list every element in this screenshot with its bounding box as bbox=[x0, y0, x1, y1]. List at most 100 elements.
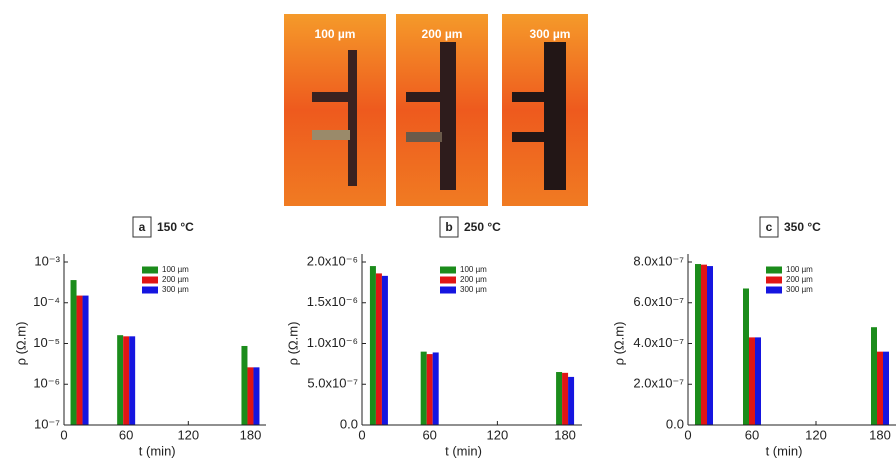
bar bbox=[433, 352, 439, 425]
legend-swatch bbox=[440, 277, 456, 284]
bar bbox=[382, 276, 388, 425]
bar bbox=[117, 335, 123, 425]
bar bbox=[701, 265, 707, 425]
legend-label: 300 µm bbox=[460, 285, 487, 294]
x-tick-label: 0 bbox=[358, 427, 365, 442]
legend-swatch bbox=[766, 287, 782, 294]
photo-label: 200 µm bbox=[422, 27, 463, 41]
bar bbox=[421, 352, 427, 425]
bar bbox=[253, 367, 259, 425]
legend-swatch bbox=[440, 287, 456, 294]
photo-panel: 100 µm 200 µm 300 µm bbox=[284, 14, 588, 206]
bar bbox=[556, 372, 562, 425]
photo bbox=[284, 14, 386, 206]
chart: a 150 °C 10⁻⁷ 10⁻⁶ 10⁻⁵ 10⁻⁴ 10⁻³ 0 60 120 180 100 … bbox=[13, 217, 266, 458]
x-tick-label: 180 bbox=[240, 427, 262, 442]
bar bbox=[568, 377, 574, 425]
bar bbox=[71, 280, 77, 425]
x-tick-label: 180 bbox=[869, 427, 891, 442]
x-tick-label: 0 bbox=[684, 427, 691, 442]
chart: c 350 °C 0.0 2.0x10⁻⁷ 4.0x10⁻⁷ 6.0x10⁻⁷ 8.0x10… bbox=[611, 217, 896, 458]
sample-trace bbox=[406, 132, 442, 142]
panel-label: c bbox=[766, 220, 773, 234]
bar bbox=[877, 352, 883, 425]
sample-trace bbox=[406, 92, 442, 102]
sample-trace bbox=[512, 92, 546, 102]
sample-trace bbox=[544, 42, 566, 190]
y-tick-label: 2.0x10⁻⁶ bbox=[307, 253, 358, 268]
bar bbox=[562, 373, 568, 425]
y-tick-label: 10⁻³ bbox=[34, 253, 60, 268]
x-tick-label: 60 bbox=[745, 427, 759, 442]
panel-label: a bbox=[139, 220, 146, 234]
bar bbox=[77, 296, 83, 425]
bar bbox=[707, 266, 713, 425]
y-tick-label: 1.5x10⁻⁶ bbox=[307, 294, 358, 309]
legend-swatch bbox=[142, 277, 158, 284]
y-tick-label: 1.0x10⁻⁶ bbox=[307, 335, 358, 350]
x-tick-label: 120 bbox=[805, 427, 827, 442]
figure: 100 µm 200 µm 300 µm a 150 °C 10⁻⁷ 10⁻⁶ 10⁻⁵… bbox=[0, 0, 896, 464]
bar bbox=[749, 337, 755, 425]
legend-swatch bbox=[142, 287, 158, 294]
y-tick-label: 8.0x10⁻⁷ bbox=[633, 253, 684, 268]
bar bbox=[743, 288, 749, 425]
panel-label: b bbox=[445, 220, 452, 234]
bar bbox=[123, 336, 129, 425]
panel-title: 250 °C bbox=[464, 220, 501, 234]
bar bbox=[83, 296, 89, 425]
legend-label: 100 µm bbox=[460, 265, 487, 274]
panel-title: 350 °C bbox=[784, 220, 821, 234]
sample-trace bbox=[312, 130, 350, 140]
legend-swatch bbox=[766, 277, 782, 284]
legend-label: 300 µm bbox=[786, 285, 813, 294]
y-tick-label: 6.0x10⁻⁷ bbox=[633, 294, 684, 309]
photo-label: 100 µm bbox=[315, 27, 356, 41]
x-tick-label: 60 bbox=[119, 427, 133, 442]
sample-trace bbox=[312, 92, 350, 102]
panel-title: 150 °C bbox=[157, 220, 194, 234]
legend-label: 200 µm bbox=[460, 275, 487, 284]
y-axis-label: ρ (Ω.m) bbox=[611, 322, 626, 366]
bar bbox=[129, 336, 135, 425]
x-tick-label: 60 bbox=[422, 427, 436, 442]
bar bbox=[241, 346, 247, 425]
legend-swatch bbox=[142, 267, 158, 274]
legend-label: 100 µm bbox=[786, 265, 813, 274]
bar bbox=[871, 327, 877, 425]
bar bbox=[755, 337, 761, 425]
sample-trace bbox=[440, 42, 456, 190]
x-axis-label: t (min) bbox=[445, 443, 482, 458]
bar bbox=[247, 367, 253, 425]
x-axis-label: t (min) bbox=[139, 443, 176, 458]
y-tick-label: 0.0 bbox=[666, 416, 684, 431]
x-axis-label: t (min) bbox=[766, 443, 803, 458]
photo-label: 300 µm bbox=[530, 27, 571, 41]
y-tick-label: 4.0x10⁻⁷ bbox=[633, 335, 684, 350]
x-tick-label: 180 bbox=[554, 427, 576, 442]
y-tick-label: 2.0x10⁻⁷ bbox=[633, 376, 684, 391]
x-tick-label: 120 bbox=[487, 427, 509, 442]
sample-trace bbox=[348, 50, 357, 186]
y-tick-label: 10⁻⁴ bbox=[33, 294, 60, 309]
legend-label: 200 µm bbox=[786, 275, 813, 284]
legend-label: 100 µm bbox=[162, 265, 189, 274]
bar bbox=[695, 264, 701, 425]
bar bbox=[883, 352, 889, 425]
x-tick-label: 120 bbox=[177, 427, 199, 442]
bar bbox=[376, 273, 382, 425]
y-axis-label: ρ (Ω.m) bbox=[285, 322, 300, 366]
sample-trace bbox=[512, 132, 546, 142]
legend-label: 300 µm bbox=[162, 285, 189, 294]
legend-swatch bbox=[766, 267, 782, 274]
legend-swatch bbox=[440, 267, 456, 274]
x-tick-label: 0 bbox=[60, 427, 67, 442]
y-axis-label: ρ (Ω.m) bbox=[13, 322, 28, 366]
y-tick-label: 10⁻⁵ bbox=[33, 335, 60, 350]
bar bbox=[427, 354, 433, 425]
y-tick-label: 10⁻⁶ bbox=[33, 376, 60, 391]
y-tick-label: 10⁻⁷ bbox=[34, 416, 60, 431]
bar bbox=[370, 266, 376, 425]
legend-label: 200 µm bbox=[162, 275, 189, 284]
